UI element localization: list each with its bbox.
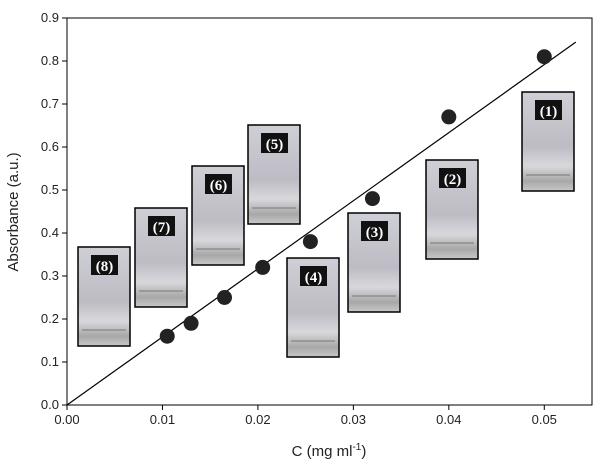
inset-label: (1) — [540, 104, 558, 120]
x-tick-label: 0.03 — [341, 412, 366, 427]
label-box — [91, 255, 118, 275]
data-point — [302, 234, 318, 250]
x-axis-label: C (mg ml-1) — [292, 442, 367, 460]
y-tick-label: 0.1 — [41, 354, 59, 369]
data-point — [217, 290, 232, 305]
x-axis-label-sup: -1 — [352, 442, 361, 453]
x-tick-label: 0.04 — [436, 412, 461, 427]
y-tick-label: 0.7 — [41, 96, 59, 111]
data-point — [536, 49, 552, 65]
x-tick-label: 0.05 — [532, 412, 557, 427]
inset-label: (7) — [153, 220, 171, 236]
x-tick-label: 0.02 — [245, 412, 270, 427]
inset-label: (6) — [210, 178, 228, 194]
y-tick-label: 0.2 — [41, 311, 59, 326]
inset-label: (2) — [444, 172, 462, 188]
inset-label: (4) — [305, 270, 323, 286]
y-tick-label: 0.5 — [41, 182, 59, 197]
y-tick-label: 0.6 — [41, 139, 59, 154]
label-box — [439, 168, 466, 188]
inset-label: (3) — [366, 225, 384, 241]
label-box — [300, 266, 327, 286]
data-point — [364, 191, 380, 207]
x-axis-label-end: ) — [361, 443, 366, 460]
x-axis-label-text: C (mg ml — [292, 443, 353, 460]
data-point — [159, 328, 175, 344]
fit-line — [66, 41, 577, 406]
inset-label: (5) — [266, 137, 284, 153]
y-tick-label: 0.4 — [41, 225, 59, 240]
label-box — [205, 174, 232, 194]
data-point — [441, 109, 457, 125]
data-point — [183, 315, 199, 331]
plot-frame — [66, 17, 593, 406]
label-box — [148, 216, 175, 236]
inset-label: (8) — [96, 259, 114, 275]
label-box — [261, 133, 288, 153]
data-point — [255, 259, 271, 275]
label-box — [535, 100, 562, 120]
y-tick-label: 0.9 — [41, 10, 59, 25]
y-tick-label: 0.3 — [41, 268, 59, 283]
y-tick-label: 0.0 — [41, 397, 59, 412]
x-tick-label: 0.00 — [54, 412, 79, 427]
x-tick-label: 0.01 — [150, 412, 175, 427]
label-box — [361, 221, 388, 241]
y-tick-label: 0.8 — [41, 53, 59, 68]
y-axis-label: Absorbance (a.u.) — [5, 152, 22, 271]
